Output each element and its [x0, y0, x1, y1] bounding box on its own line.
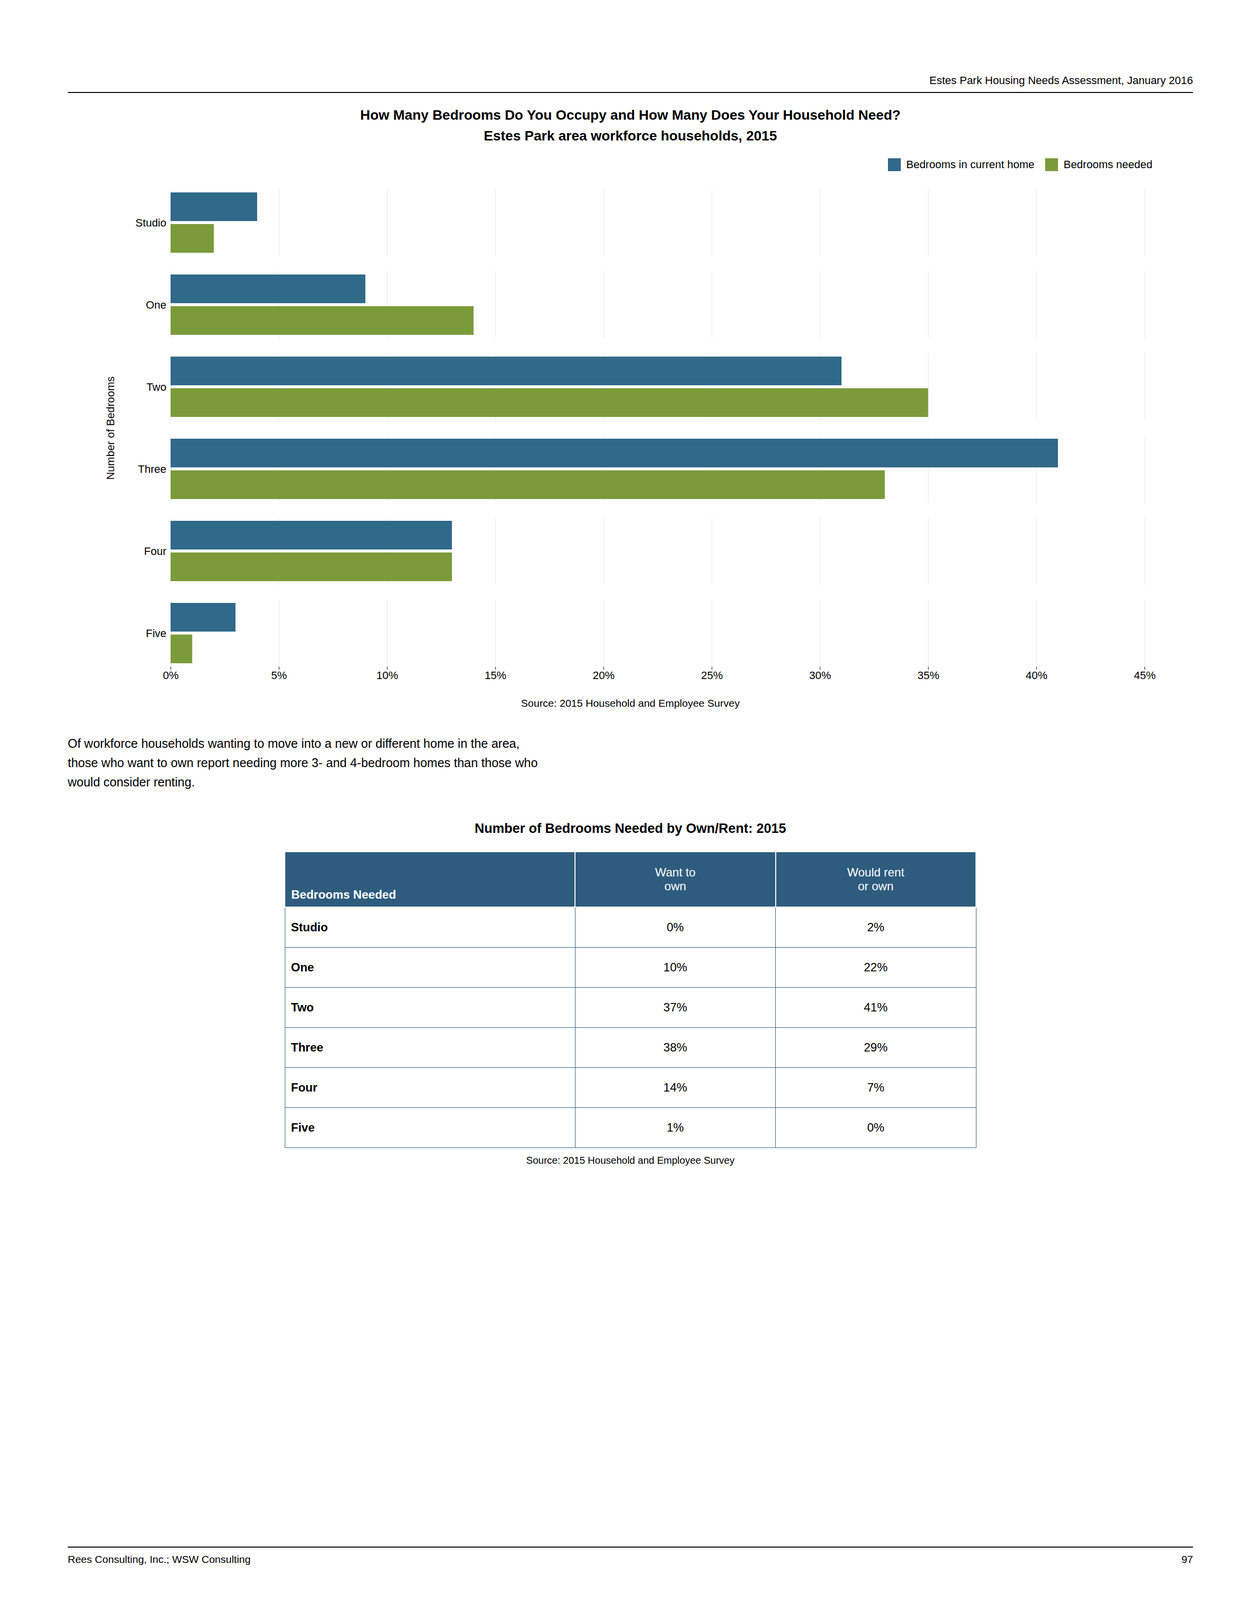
svg-text:Number of Bedrooms: Number of Bedrooms [104, 376, 117, 480]
html-text:29%: 29% [863, 1040, 888, 1054]
html-text:Bedrooms in current home: Bedrooms in current home [906, 157, 1035, 171]
html-text:Three: Three [290, 1040, 324, 1054]
html-text:would consider renting.: would consider renting. [67, 774, 195, 789]
html-text:Studio: Studio [290, 920, 328, 934]
html-text:2%: 2% [867, 920, 885, 934]
svg-text:30%: 30% [809, 668, 832, 682]
html-text:41%: 41% [863, 1000, 888, 1014]
html-text:10%: 10% [663, 960, 688, 974]
html-text:38%: 38% [663, 1040, 688, 1054]
svg-text:Studio: Studio [135, 216, 167, 229]
svg-text:0%: 0% [163, 668, 179, 682]
html-text:Five: Five [290, 1120, 315, 1134]
html-text:Bedrooms Needed: Bedrooms Needed [291, 887, 397, 901]
html-text:those who want to own report n: those who want to own report needing mor… [67, 755, 538, 770]
svg-text:25%: 25% [701, 668, 723, 682]
html-text:Four: Four [290, 1080, 318, 1094]
svg-text:15%: 15% [484, 668, 507, 682]
html-text:Two: Two [290, 1000, 314, 1014]
html-text:Want to: Want to [655, 865, 696, 879]
html-text:Number of Bedrooms Needed by O: Number of Bedrooms Needed by Own/Rent: 2… [474, 820, 787, 836]
svg-text:Five: Five [145, 626, 167, 640]
svg-text:Two: Two [146, 380, 167, 394]
html-text:97: 97 [1181, 1552, 1193, 1565]
html-text:own: own [664, 879, 687, 893]
html-text:Bedrooms needed: Bedrooms needed [1063, 157, 1153, 171]
html-text:37%: 37% [663, 1000, 688, 1014]
html-text:How Many Bedrooms Do You Occup: How Many Bedrooms Do You Occupy and How … [360, 107, 901, 123]
html-text:Estes Park area workforce hous: Estes Park area workforce households, 20… [483, 128, 777, 144]
html-text:Source: 2015 Household and Emp: Source: 2015 Household and Employee Surv… [520, 697, 740, 709]
html-text:One: One [290, 960, 315, 974]
html-text:Estes Park Housing Needs Asses: Estes Park Housing Needs Assessment, Jan… [929, 74, 1193, 87]
svg-text:20%: 20% [592, 668, 615, 682]
svg-text:35%: 35% [917, 668, 940, 682]
html-text:14%: 14% [663, 1080, 688, 1094]
html-text:Source: 2015 Household and Emp: Source: 2015 Household and Employee Surv… [526, 1154, 735, 1166]
html-text:Rees Consulting, Inc.; WSW Con: Rees Consulting, Inc.; WSW Consulting [67, 1552, 251, 1565]
svg-text:40%: 40% [1025, 668, 1048, 682]
html-text:or own: or own [857, 879, 894, 893]
html-text:22%: 22% [863, 960, 888, 974]
html-text:0%: 0% [867, 1120, 885, 1134]
html-text:Would rent: Would rent [847, 865, 905, 879]
svg-text:5%: 5% [270, 668, 287, 682]
svg-text:Four: Four [143, 544, 167, 558]
svg-text:10%: 10% [376, 668, 398, 682]
svg-text:45%: 45% [1133, 668, 1156, 682]
html-text:7%: 7% [867, 1080, 885, 1094]
html-text:Of workforce households wantin: Of workforce households wanting to move … [67, 736, 520, 751]
svg-text:One: One [145, 298, 167, 311]
svg-text:Three: Three [137, 462, 167, 476]
html-text:1%: 1% [666, 1120, 684, 1134]
html-text:0%: 0% [666, 920, 684, 934]
